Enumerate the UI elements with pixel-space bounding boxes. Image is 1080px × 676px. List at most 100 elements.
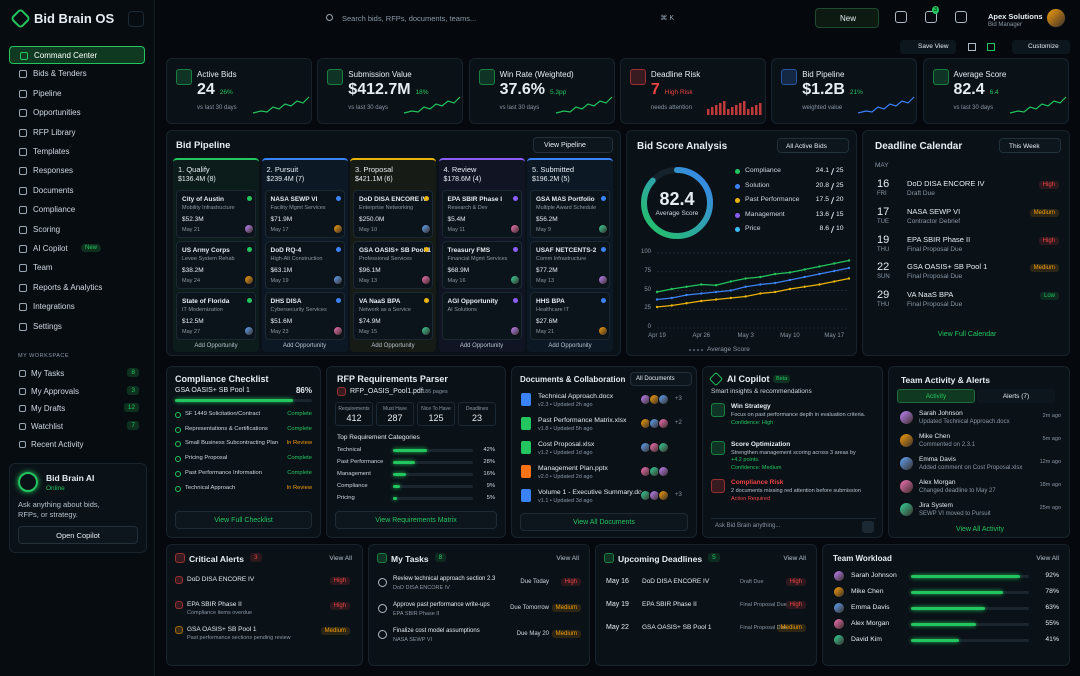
- new-button[interactable]: New: [815, 8, 879, 28]
- tab[interactable]: Activity: [897, 389, 975, 403]
- nav-item[interactable]: Settings: [9, 318, 145, 336]
- add-opportunity[interactable]: Add Opportunity: [527, 343, 613, 353]
- nav-item[interactable]: Compliance: [9, 201, 145, 219]
- nav-item[interactable]: Scoring: [9, 221, 145, 239]
- link-button[interactable]: View Requirements Matrix: [335, 511, 497, 529]
- panel-title: Upcoming Deadlines: [618, 554, 703, 564]
- avatar: [332, 224, 343, 234]
- link-button[interactable]: View All Documents: [520, 513, 688, 531]
- nav-item[interactable]: Templates: [9, 143, 145, 161]
- avatar: [509, 275, 520, 285]
- breakdown-score: 24.1: [815, 167, 829, 174]
- ask-input[interactable]: Ask Bid Brain anything...: [711, 518, 876, 533]
- opportunity-card[interactable]: GSA OASIS+ SB Pool 1 Professional Service…: [353, 241, 433, 289]
- card-sub: Levee System Rehab: [182, 256, 235, 262]
- legend-dot: [735, 169, 740, 174]
- nav-item[interactable]: RFP Library: [9, 124, 145, 142]
- nav-item[interactable]: Team: [9, 259, 145, 277]
- point: [729, 289, 733, 292]
- task-check[interactable]: [378, 604, 387, 613]
- opportunity-card[interactable]: GSA MAS Portfolio Multiple Award Schedule…: [530, 190, 610, 238]
- icon-button[interactable]: [968, 43, 976, 51]
- point: [655, 305, 659, 309]
- kpi-sub: vs last 30 days: [348, 105, 388, 111]
- view-all[interactable]: View All: [1036, 555, 1059, 562]
- view-all[interactable]: View All: [783, 555, 806, 562]
- link[interactable]: View Full Calendar: [863, 331, 1071, 343]
- add-opportunity[interactable]: Add Opportunity: [439, 343, 525, 353]
- assistant-status: Online: [46, 485, 65, 492]
- opportunity-card[interactable]: US Army Corps Levee System Rehab $38.2M May…: [176, 241, 256, 289]
- filter-button[interactable]: This Week: [999, 138, 1061, 153]
- opportunity-card[interactable]: State of Florida IT Modernization $12.5M Ma…: [176, 292, 256, 340]
- opportunity-card[interactable]: Treasury FMS Financial Mgmt Services $68.9…: [441, 241, 522, 289]
- nav-item[interactable]: AI Copilot New: [9, 240, 145, 258]
- link[interactable]: View All Activity: [889, 526, 1071, 536]
- open-copilot-button[interactable]: Open Copilot: [18, 526, 138, 544]
- view-pipeline-button[interactable]: View Pipeline: [533, 137, 613, 153]
- collapse-button[interactable]: [128, 11, 144, 27]
- sparkbar: [738, 103, 742, 115]
- nav-label: RFP Library: [33, 127, 76, 137]
- save-view-button[interactable]: Save View: [900, 40, 956, 54]
- workspace-item[interactable]: My Drafts 12: [9, 401, 145, 416]
- opportunity-card[interactable]: EPA SBIR Phase I Research & Dev $5.4M May 1…: [441, 190, 522, 238]
- card-value: $250.0M: [359, 216, 385, 223]
- add-opportunity[interactable]: Add Opportunity: [173, 343, 259, 353]
- point: [729, 280, 733, 283]
- send-button[interactable]: [862, 521, 874, 533]
- nav-item[interactable]: Bids & Tenders: [9, 65, 145, 83]
- opportunity-card[interactable]: NASA SEWP VI Facility Mgmt Services $71.9M…: [264, 190, 345, 238]
- avatar: [658, 466, 669, 477]
- opportunity-card[interactable]: DHS DISA Cybersecurity Services $51.6M May …: [264, 292, 345, 340]
- nav-item[interactable]: Command Center: [9, 46, 145, 64]
- opportunity-card[interactable]: VA NaaS BPA Network as a Service $74.9M May…: [353, 292, 433, 340]
- workspace-item[interactable]: My Approvals 3: [9, 384, 145, 399]
- sparkbar: [750, 107, 754, 115]
- avatar: [899, 410, 914, 425]
- view-all[interactable]: View All: [556, 555, 579, 562]
- link-button[interactable]: View Full Checklist: [175, 511, 312, 529]
- breakdown-max: 15: [836, 210, 844, 218]
- nav-item[interactable]: Pipeline: [9, 85, 145, 103]
- opportunity-card[interactable]: USAF NETCENTS-2 Comm Infrastructure $77.2M…: [530, 241, 610, 289]
- card-title: US Army Corps: [182, 247, 230, 254]
- workspace-item[interactable]: Watchlist 7: [9, 419, 145, 434]
- workspace-item[interactable]: My Tasks 8: [9, 366, 145, 381]
- opportunity-card[interactable]: HHS BPA Healthcare IT $27.6M May 21: [530, 292, 610, 340]
- nav-item[interactable]: Documents: [9, 182, 145, 200]
- kpi-card: Win Rate (Weighted) 37.6% 5.3pp vs last 30 …: [468, 58, 615, 124]
- opportunity-card[interactable]: DoD DISA ENCORE IV Enterprise Networking $…: [353, 190, 433, 238]
- view-all[interactable]: View All: [329, 555, 352, 562]
- task-check[interactable]: [378, 630, 387, 639]
- customize-button[interactable]: Customize: [1012, 40, 1070, 54]
- y-tick-label: 25: [644, 305, 651, 312]
- search-box[interactable]: Search bids, RFPs, documents, teams... ⌘ …: [320, 8, 682, 28]
- opportunity-card[interactable]: City of Austin Mobility Infrastructure $52…: [176, 190, 256, 238]
- opportunity-card[interactable]: AGI Opportunity AI Solutions: [441, 292, 522, 340]
- add-opportunity[interactable]: Add Opportunity: [262, 343, 348, 353]
- icon: [175, 626, 183, 634]
- workspace-item[interactable]: Recent Activity: [9, 437, 145, 452]
- opportunity-card[interactable]: DoD RQ-4 High-Alt Construction $63.1M May 1…: [264, 241, 345, 289]
- card-value: $71.9M: [270, 216, 293, 223]
- icon-button[interactable]: [955, 11, 967, 23]
- icon-button[interactable]: [895, 11, 907, 23]
- nav-item[interactable]: Responses: [9, 162, 145, 180]
- task-sub: NASA SEWP VI: [393, 637, 433, 643]
- icon-button[interactable]: [987, 43, 995, 51]
- task-check[interactable]: [378, 578, 387, 587]
- add-opportunity[interactable]: Add Opportunity: [350, 343, 436, 353]
- card-date: May 21: [182, 227, 201, 233]
- checkbox: [175, 412, 181, 418]
- icon-button[interactable]: [925, 11, 937, 23]
- tab[interactable]: Alerts (7): [977, 389, 1055, 403]
- nav-item[interactable]: Opportunities: [9, 104, 145, 122]
- nav-item[interactable]: Integrations: [9, 298, 145, 316]
- nav-item[interactable]: Reports & Analytics: [9, 279, 145, 297]
- filter-button[interactable]: All Active Bids: [777, 138, 849, 153]
- file-sub: v1.8 • Updated 5h ago: [538, 426, 593, 432]
- status-dot: [424, 298, 429, 303]
- filter-button[interactable]: All Documents: [630, 372, 692, 386]
- column-amount: $196.2M (5): [532, 176, 570, 183]
